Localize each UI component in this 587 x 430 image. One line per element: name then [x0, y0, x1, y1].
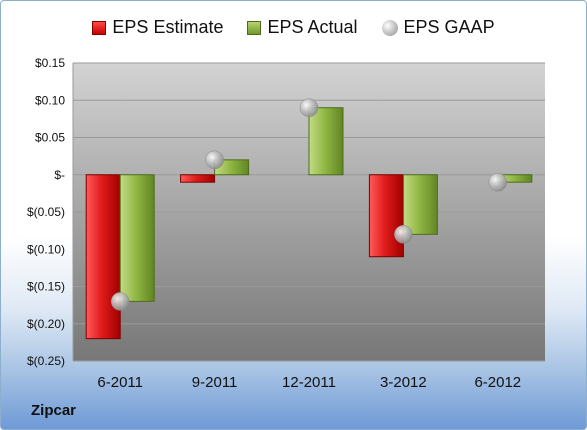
y-tick-label: $-	[54, 168, 65, 182]
point-eps-gaap	[110, 292, 130, 311]
x-tick-label: 3-2012	[380, 374, 427, 391]
legend-label-gaap: EPS GAAP	[403, 17, 495, 37]
legend-item-actual: EPS Actual	[247, 17, 358, 38]
bar-eps-estimate	[180, 174, 216, 183]
y-tick-label: $(0.10)	[27, 242, 65, 256]
legend-item-estimate: EPS Estimate	[92, 17, 223, 38]
point-eps-gaap	[394, 225, 413, 244]
bar-eps-actual	[402, 174, 438, 235]
chart-legend: EPS Estimate EPS Actual EPS GAAP	[1, 17, 586, 38]
point-eps-gaap	[488, 172, 508, 192]
bar-eps-estimate	[85, 174, 121, 340]
bar-eps-estimate	[368, 174, 404, 258]
x-tick-label: 12-2011	[282, 374, 336, 391]
legend-swatch-actual	[247, 20, 262, 35]
legend-swatch-estimate	[92, 20, 107, 35]
legend-label-actual: EPS Actual	[267, 17, 358, 37]
bar-eps-actual	[308, 107, 344, 176]
y-tick-label: $(0.15)	[27, 280, 65, 294]
y-tick-label: $0.15	[35, 56, 65, 70]
y-tick-label: $(0.25)	[27, 354, 65, 368]
company-name: Zipcar	[31, 402, 77, 419]
x-tick-label: 6-2012	[474, 374, 521, 391]
x-tick-label: 6-2011	[97, 374, 143, 391]
point-eps-gaap	[205, 150, 224, 170]
legend-swatch-gaap	[381, 19, 398, 36]
legend-label-estimate: EPS Estimate	[112, 17, 224, 37]
y-tick-label: $0.10	[35, 93, 65, 107]
x-tick-label: 9-2011	[192, 374, 238, 391]
legend-item-gaap: EPS GAAP	[381, 17, 495, 38]
y-tick-label: $0.05	[35, 131, 65, 145]
point-eps-gaap	[299, 98, 319, 117]
y-tick-label: $(0.20)	[27, 317, 65, 331]
y-tick-label: $(0.05)	[27, 205, 65, 219]
bar-eps-actual	[119, 174, 155, 302]
